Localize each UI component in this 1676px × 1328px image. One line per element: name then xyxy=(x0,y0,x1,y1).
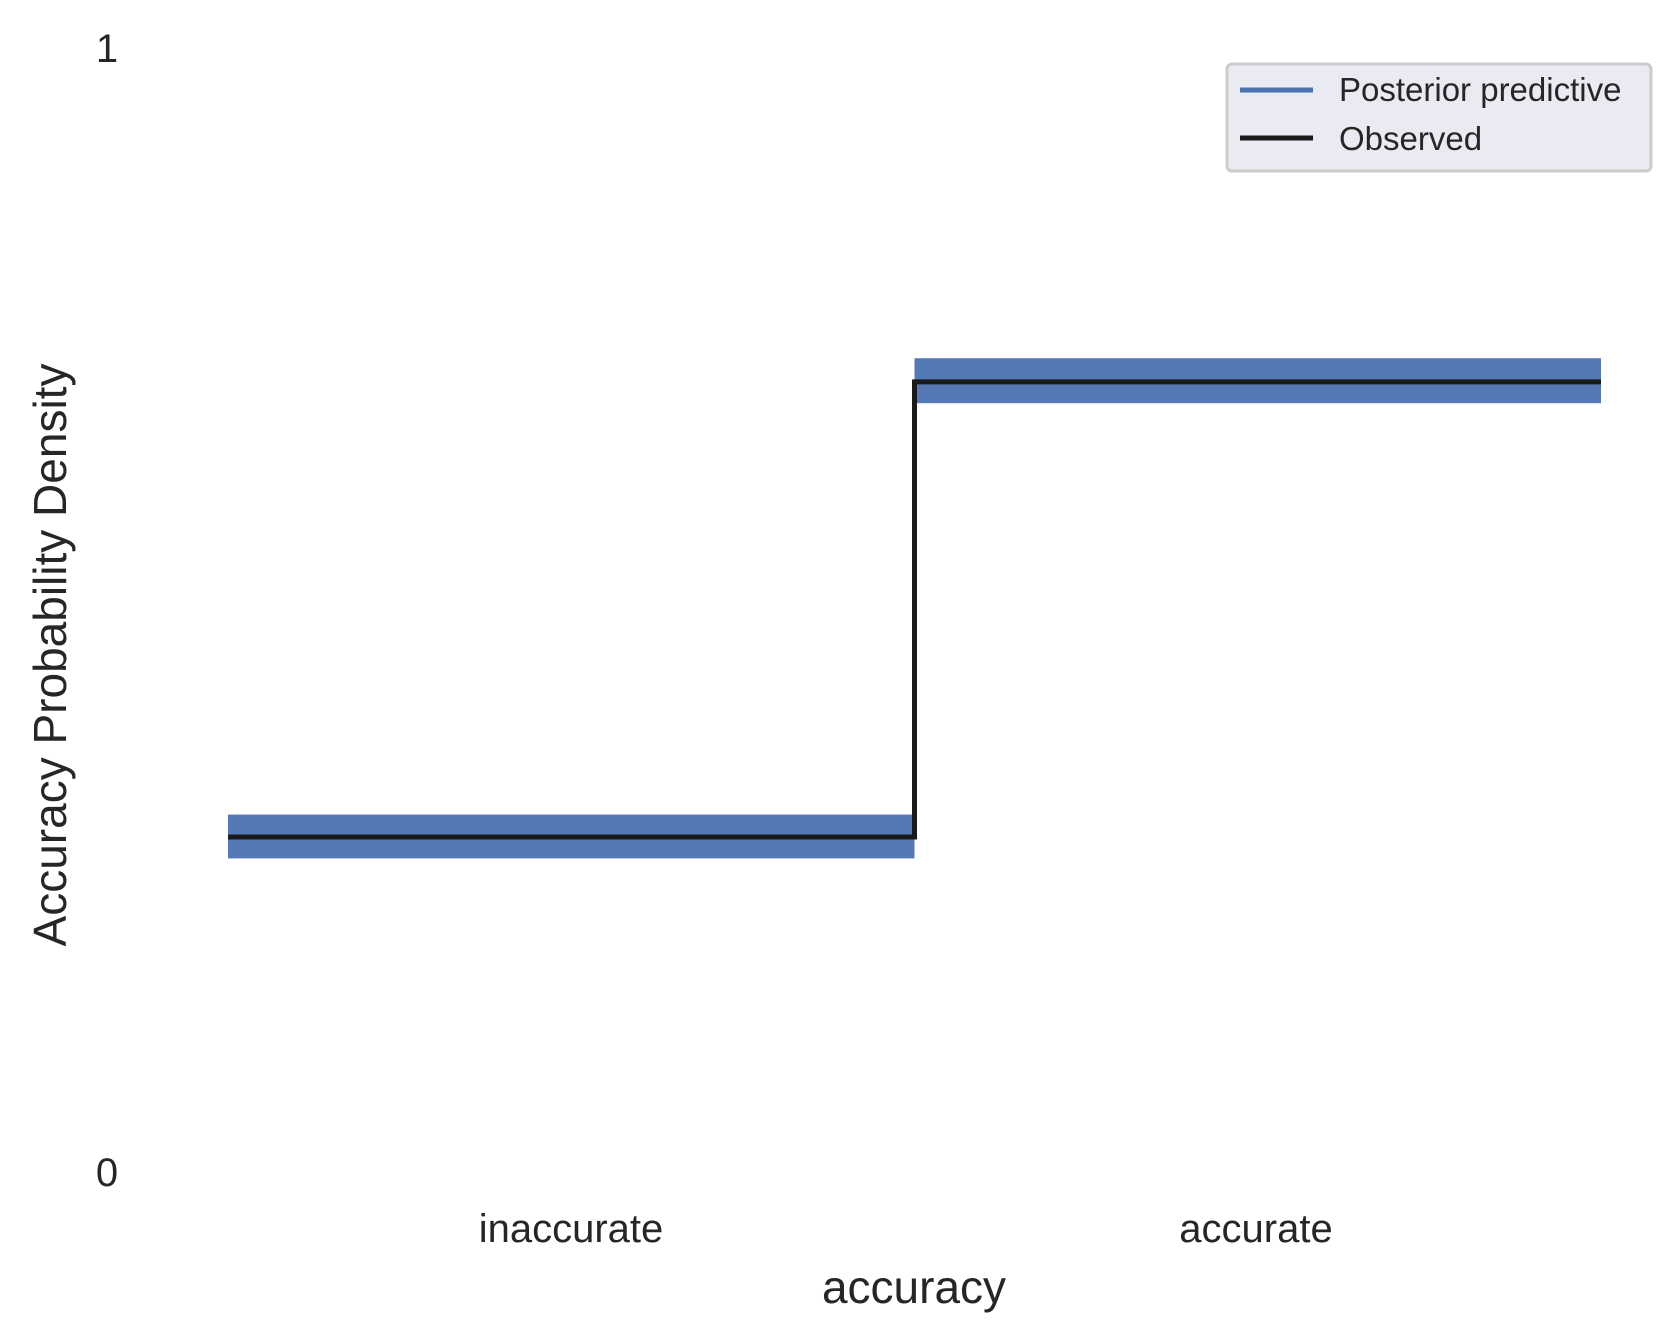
y-axis: 1 0 Accuracy Probability Density xyxy=(24,27,118,1195)
x-axis-label: accuracy xyxy=(822,1261,1006,1313)
observed-line xyxy=(228,379,1601,840)
x-tick-label-accurate: accurate xyxy=(1179,1207,1332,1251)
observed-step-line xyxy=(228,379,1601,840)
legend-label-posterior-predictive: Posterior predictive xyxy=(1339,71,1621,108)
legend-label-observed: Observed xyxy=(1339,120,1482,157)
legend-box xyxy=(1225,62,1653,173)
x-axis: inaccurate accurate accuracy xyxy=(479,1207,1333,1313)
legend: Posterior predictive Observed xyxy=(1225,62,1653,173)
x-tick-label-inaccurate: inaccurate xyxy=(479,1207,664,1251)
y-tick-label-min: 0 xyxy=(96,1151,118,1195)
y-tick-label-max: 1 xyxy=(96,27,118,71)
y-axis-label: Accuracy Probability Density xyxy=(24,364,76,947)
